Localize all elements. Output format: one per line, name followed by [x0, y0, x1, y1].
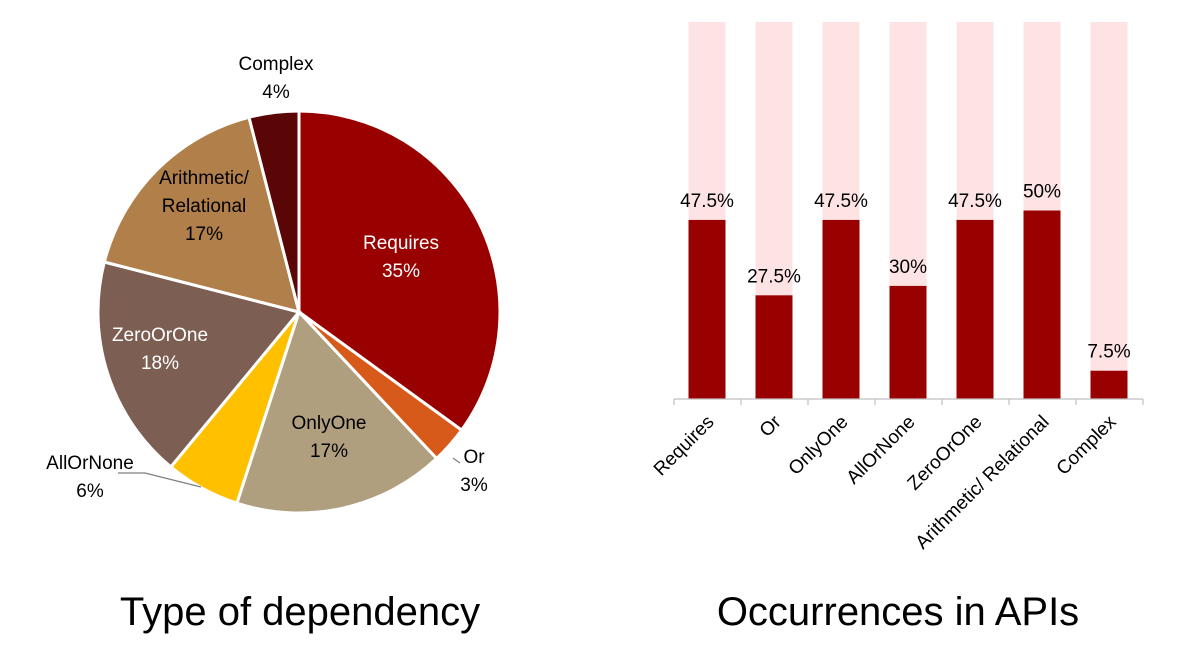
pie-leader-line-allornone: [118, 472, 202, 488]
pie-label-complex: Complex 4%: [239, 54, 314, 103]
pie-slice-zeroorone: [96, 260, 302, 469]
pie-label-arithmetic-relational: Arithmetic/Relational 17%: [159, 168, 249, 245]
bar-requires: [688, 219, 726, 399]
bar-category-label-onlyone: OnlyOne: [785, 412, 853, 480]
bar-category-label-complex: Complex: [1053, 411, 1121, 479]
pie-label-requires: Requires 35%: [363, 233, 439, 282]
pie-slice-complex: [247, 109, 301, 313]
bar-category-label-or: Or: [756, 411, 786, 441]
pie-label-onlyone: OnlyOne 17%: [292, 413, 367, 462]
bar-category-label-arithmetic-relational: Arithmetic/ Relational: [912, 412, 1054, 554]
bar-zeroorone: [956, 219, 994, 399]
bar-complex: [1090, 370, 1128, 399]
bar-value-label-zeroorone: 47.5%: [948, 191, 1002, 212]
bar-arithmetic-relational: [1023, 210, 1061, 399]
bar-background-complex: [1090, 22, 1128, 399]
bar-chart-title: Occurrences in APIs: [717, 590, 1079, 634]
pie-chart: Requires 35% Or 3% OnlyOne 17% AllOrNone 6% Zero…: [46, 54, 502, 515]
pie-slice-arithmetic-relational: [102, 115, 302, 315]
bar-value-label-onlyone: 47.5%: [814, 191, 868, 212]
pie-slice-requires: [297, 109, 502, 433]
pie-chart-title: Type of dependency: [120, 590, 480, 634]
bar-value-label-allornone: 30%: [889, 257, 927, 278]
bar-value-label-requires: 47.5%: [680, 191, 734, 212]
bar-value-label-or: 27.5%: [747, 266, 801, 287]
bar-onlyone: [822, 219, 860, 399]
bar-or: [755, 295, 793, 399]
pie-label-allornone: AllOrNone 6%: [46, 453, 134, 502]
bar-allornone: [889, 285, 927, 399]
pie-label-zeroorone: ZeroOrOne 18%: [112, 325, 208, 374]
bar-value-label-arithmetic-relational: 50%: [1023, 182, 1061, 203]
bar-value-label-complex: 7.5%: [1087, 342, 1130, 363]
bar-category-label-requires: Requires: [650, 412, 719, 481]
pie-leader-line-or: [452, 457, 461, 464]
pie-label-or: Or 3%: [460, 447, 488, 496]
pie-slice-onlyone: [234, 309, 439, 515]
bar-chart: 47.5%Requires27.5%Or47.5%OnlyOne30%AllOr…: [650, 22, 1144, 554]
